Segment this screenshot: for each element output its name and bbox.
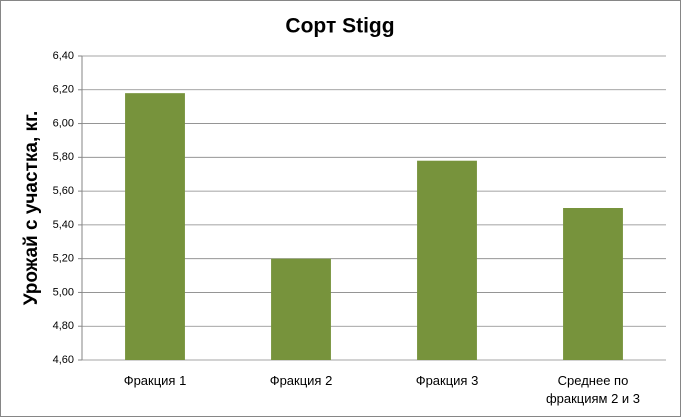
y-tick-label: 5,60 [53, 185, 74, 197]
y-axis-label: Урожай с участка, кг. [21, 111, 42, 306]
y-tick-label: 6,40 [53, 50, 74, 62]
x-tick-label: Фракция 1 [123, 373, 187, 388]
y-tick-label: 5,00 [53, 286, 74, 298]
x-tick-label: Фракция 3 [415, 373, 479, 388]
y-tick-label: 6,00 [53, 117, 74, 129]
bar [417, 160, 477, 360]
y-tick-label: 5,40 [53, 219, 74, 231]
x-tick-label: Среднее по фракциям 2 и 3 [545, 373, 641, 406]
y-tick-label: 6,20 [53, 84, 74, 96]
bar [563, 208, 623, 360]
x-tick-label: Фракция 2 [269, 373, 333, 388]
chart-title: Сорт Stigg [285, 15, 394, 38]
y-tick-label: 4,60 [53, 354, 74, 366]
y-tick-label: 4,80 [53, 320, 74, 332]
y-tick-label: 5,80 [53, 151, 74, 163]
y-tick-label: 5,20 [53, 253, 74, 265]
bar [271, 258, 331, 360]
bar [125, 93, 185, 361]
